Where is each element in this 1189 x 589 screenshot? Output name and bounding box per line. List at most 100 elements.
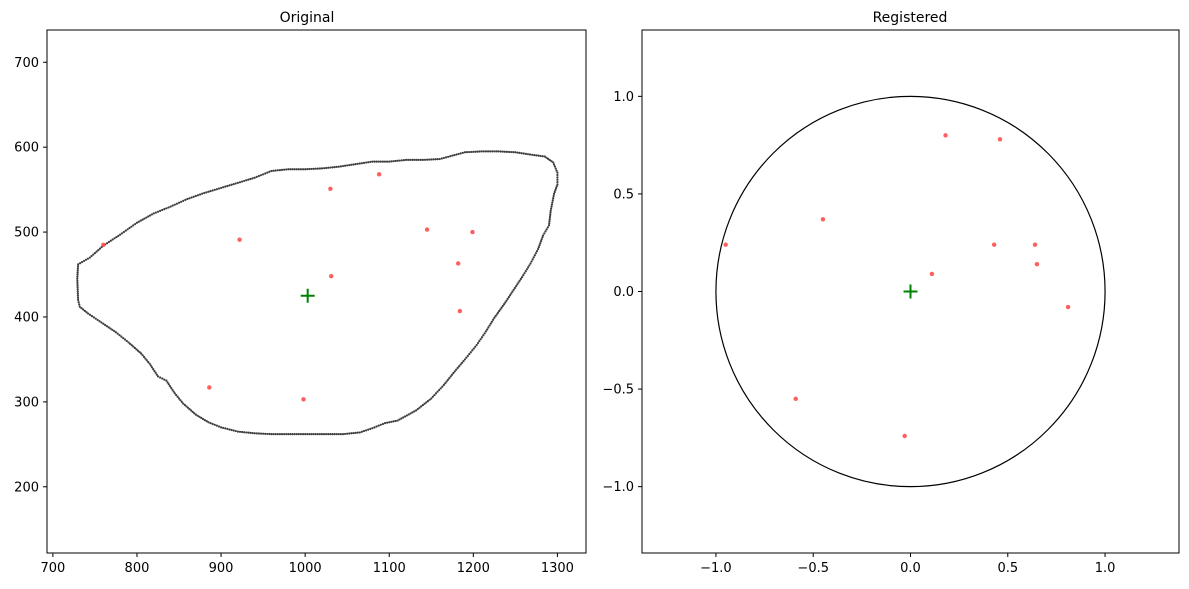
- outline-point: [555, 185, 558, 188]
- outline-point: [438, 388, 441, 392]
- outline-point: [487, 326, 490, 329]
- outline-point: [76, 271, 79, 274]
- outline-point: [430, 397, 433, 400]
- outline-point: [451, 154, 454, 157]
- outline-point: [132, 224, 135, 227]
- outline-point: [161, 208, 164, 212]
- outline-point: [86, 257, 90, 260]
- outline-point: [468, 150, 471, 154]
- outline-point: [257, 432, 261, 435]
- outline-point: [450, 373, 454, 376]
- outline-point: [149, 364, 152, 367]
- outline-point: [517, 281, 520, 284]
- outline-point: [498, 309, 501, 313]
- outline-point: [458, 365, 461, 368]
- outline-point: [501, 150, 504, 153]
- outline-point: [113, 329, 116, 333]
- outline-point: [76, 269, 79, 272]
- outline-point: [419, 158, 422, 162]
- outline-point: [489, 322, 492, 325]
- outline-point: [200, 416, 203, 419]
- outline-point: [423, 402, 426, 405]
- outline-point: [87, 312, 90, 315]
- outline-point: [365, 161, 368, 164]
- outline-point: [203, 418, 206, 422]
- outline-point: [329, 433, 332, 436]
- outline-point: [339, 165, 342, 168]
- outline-point: [175, 393, 178, 397]
- outline-point: [283, 433, 286, 436]
- outline-point: [448, 377, 451, 380]
- outline-point: [276, 169, 279, 172]
- outline-point: [167, 383, 170, 386]
- outline-point: [482, 150, 485, 153]
- outline-point: [266, 432, 269, 436]
- outline-point: [548, 158, 551, 162]
- outline-point: [166, 381, 169, 384]
- outline-point: [400, 417, 403, 420]
- data-point: [997, 137, 1003, 142]
- outline-point: [556, 171, 559, 174]
- outline-point: [413, 158, 416, 162]
- data-point: [943, 133, 948, 138]
- outline-point: [312, 167, 315, 170]
- outline-point: [226, 184, 229, 188]
- outline-point: [173, 203, 176, 206]
- outline-point: [512, 151, 515, 154]
- outline-point: [299, 433, 303, 436]
- outline-point: [556, 176, 559, 179]
- outline-point: [304, 168, 307, 171]
- outline-point: [346, 164, 349, 167]
- outline-point: [219, 186, 223, 190]
- registered-x-tick-label: 0.0: [900, 561, 921, 576]
- outline-point: [426, 400, 430, 403]
- outline-point: [542, 234, 545, 237]
- outline-point: [547, 157, 550, 160]
- outline-point: [534, 252, 538, 255]
- outline-point: [490, 320, 494, 323]
- outline-point: [543, 232, 546, 235]
- outline-point: [301, 433, 305, 436]
- outline-point: [226, 427, 229, 431]
- outline-point: [358, 431, 361, 434]
- outline-point: [505, 299, 508, 302]
- outline-point: [341, 433, 345, 436]
- outline-point: [465, 151, 469, 154]
- outline-point: [474, 345, 477, 348]
- outline-point: [150, 213, 154, 216]
- outline-point: [198, 193, 202, 196]
- outline-point: [320, 433, 324, 436]
- outline-point: [365, 429, 368, 432]
- outline-point: [549, 209, 552, 212]
- outline-point: [541, 155, 544, 158]
- outline-point: [513, 286, 516, 290]
- outline-point: [460, 361, 464, 364]
- outline-point: [293, 168, 296, 171]
- outline-point: [535, 250, 539, 253]
- outline-point: [115, 235, 118, 239]
- outline-point: [463, 358, 467, 361]
- outline-point: [446, 378, 450, 381]
- outline-point: [453, 153, 456, 157]
- outline-point: [119, 233, 122, 236]
- outline-point: [510, 292, 513, 295]
- outline-point: [322, 167, 326, 170]
- outline-point: [314, 433, 317, 436]
- original-panel: Original 700 800 900 1000 1100 1200 1300 200 300…: [14, 10, 587, 576]
- outline-point: [341, 164, 345, 168]
- outline-point: [158, 376, 162, 379]
- outline-point: [88, 256, 91, 259]
- outline-point: [411, 158, 414, 162]
- outline-point: [114, 331, 118, 334]
- outline-point: [111, 238, 114, 241]
- outline-point: [522, 152, 525, 155]
- outline-point: [502, 303, 506, 306]
- outline-point: [76, 294, 80, 297]
- outline-point: [255, 432, 258, 435]
- original-y-tick-label: 200: [14, 480, 39, 495]
- outline-point: [76, 265, 80, 268]
- outline-point: [297, 168, 300, 171]
- outline-point: [377, 424, 380, 427]
- outline-point: [152, 212, 155, 215]
- outline-point: [173, 392, 176, 395]
